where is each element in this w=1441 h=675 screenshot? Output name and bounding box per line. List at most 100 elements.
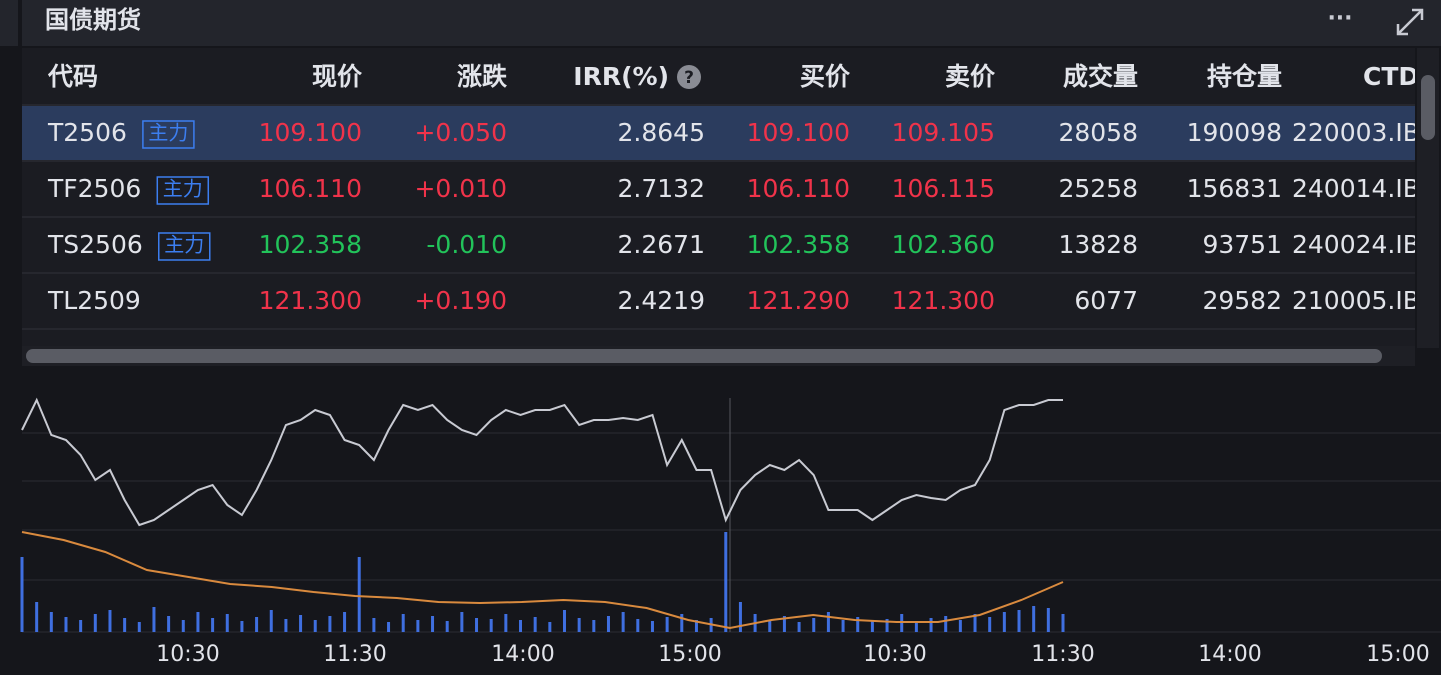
cell: 28058	[1058, 118, 1138, 147]
v-scroll-thumb[interactable]	[1421, 75, 1435, 140]
x-tick-label: 11:30	[323, 642, 386, 667]
volume-bar	[167, 616, 171, 632]
volume-bar	[431, 616, 435, 632]
cell: 106.110	[747, 174, 850, 203]
volume-bar	[870, 621, 874, 632]
x-tick-label: 14:00	[491, 642, 554, 667]
cell: 2.4219	[618, 286, 705, 315]
volume-bar	[592, 620, 596, 632]
volume-bar	[621, 612, 625, 632]
volume-bar	[885, 619, 889, 632]
main-tag: 主力	[164, 233, 204, 257]
volume-bar	[445, 621, 449, 632]
average-line	[21, 531, 1064, 630]
column-header: IRR(%)	[573, 62, 669, 91]
volume-bar	[782, 616, 786, 632]
volume-bar	[1017, 610, 1021, 632]
main-tag: 主力	[148, 121, 188, 145]
main-tag: 主力	[163, 177, 203, 201]
volume-bar	[738, 602, 742, 632]
volume-bar	[519, 620, 523, 632]
volume-bar	[108, 610, 112, 632]
x-tick-label: 15:00	[1366, 642, 1429, 667]
volume-bar	[548, 622, 552, 632]
volume-bar	[841, 620, 845, 632]
volume-bar	[533, 617, 537, 632]
cell: 121.300	[259, 286, 362, 315]
column-header: 持仓量	[1207, 62, 1282, 91]
volume-bar	[724, 532, 728, 632]
volume-bar	[35, 602, 39, 632]
volume-bar	[1032, 606, 1036, 632]
volume-bar	[929, 618, 933, 632]
volume-bar	[1002, 612, 1006, 632]
cell: 13828	[1058, 230, 1138, 259]
cell: 240014.IB	[1292, 174, 1420, 203]
volume-bar	[680, 614, 684, 632]
cell: 102.358	[747, 230, 850, 259]
chart-grid	[22, 432, 1441, 633]
x-tick-label: 11:30	[1031, 642, 1094, 667]
volume-bar	[562, 610, 566, 632]
volume-bar	[79, 620, 83, 632]
cell: -0.010	[426, 230, 507, 259]
volume-bar	[694, 620, 698, 632]
cell: 102.358	[259, 230, 362, 259]
column-header: 买价	[800, 62, 851, 91]
volume-bar	[812, 618, 816, 632]
volume-bar	[20, 557, 24, 632]
volume-bar	[973, 614, 977, 632]
more-button[interactable]: ···	[1327, 6, 1352, 31]
cell: 156831	[1187, 174, 1282, 203]
side-tab	[0, 0, 18, 46]
volume-bar	[211, 618, 215, 632]
cell: 29582	[1202, 286, 1282, 315]
volume-bar	[914, 622, 918, 632]
volume-bar	[299, 615, 303, 632]
volume-bar	[328, 616, 332, 632]
expand-button[interactable]	[1396, 8, 1424, 36]
cell: +0.050	[414, 118, 507, 147]
help-icon	[677, 65, 701, 89]
volume-bar	[64, 617, 68, 632]
volume-bar	[475, 618, 479, 632]
contract-code: TL2509	[47, 286, 141, 315]
volume-bar	[856, 617, 860, 632]
cell: 210005.IB	[1292, 286, 1420, 315]
volume-bar	[240, 621, 244, 632]
cell: 106.115	[892, 174, 995, 203]
tag-box	[142, 120, 195, 149]
volume-bar	[944, 616, 948, 632]
volume-bar	[1061, 614, 1065, 632]
cell: 121.290	[747, 286, 850, 315]
volume-bar	[387, 622, 391, 632]
column-header: 卖价	[945, 62, 996, 91]
table-bg	[22, 48, 1415, 348]
volume-bar	[1046, 608, 1050, 632]
volume-bar	[460, 612, 464, 632]
column-header: 代码	[47, 62, 98, 91]
tag-box	[158, 232, 211, 261]
cell: 2.2671	[618, 230, 705, 259]
volume-bar	[577, 618, 581, 632]
cell: 190098	[1187, 118, 1282, 147]
cell: 2.8645	[618, 118, 705, 147]
volume-bar	[152, 607, 156, 632]
help-icon-mark: ?	[684, 68, 694, 88]
volume-bar	[958, 620, 962, 632]
contract-code: TF2506	[47, 174, 141, 203]
cell: +0.190	[414, 286, 507, 315]
contract-code: T2506	[47, 118, 127, 147]
volume-bar	[357, 557, 361, 632]
volume-bar	[181, 620, 185, 632]
volume-bar	[196, 612, 200, 632]
column-header: 现价	[312, 62, 363, 91]
h-scroll-thumb[interactable]	[26, 349, 1382, 363]
volume-bar	[269, 610, 273, 632]
x-tick-label: 10:30	[863, 642, 926, 667]
volume-bar	[797, 622, 801, 632]
cell: 102.360	[892, 230, 995, 259]
volume-bar	[416, 620, 420, 632]
cell: 109.105	[892, 118, 995, 147]
